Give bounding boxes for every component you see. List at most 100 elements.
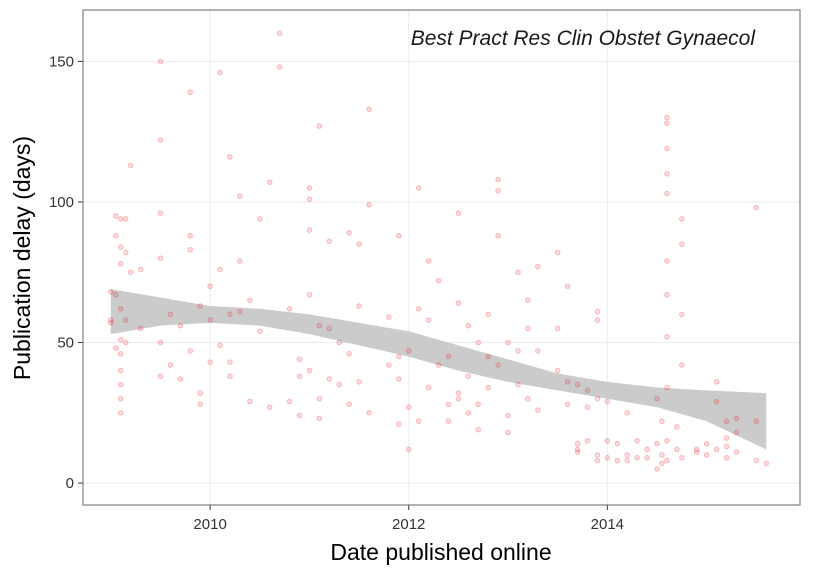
point — [634, 438, 640, 444]
point — [713, 446, 720, 453]
point — [614, 457, 621, 464]
point — [157, 255, 164, 262]
point — [535, 263, 541, 270]
point — [664, 171, 670, 177]
point — [112, 232, 119, 239]
y-axis-title: Publication delay (days) — [9, 136, 35, 380]
point — [247, 297, 253, 304]
point — [425, 317, 432, 323]
point — [703, 452, 710, 458]
point — [505, 412, 511, 419]
point — [227, 373, 233, 380]
point — [405, 348, 412, 354]
point — [525, 395, 531, 402]
point — [594, 452, 601, 458]
point — [306, 196, 313, 202]
point — [137, 266, 144, 273]
point — [306, 367, 313, 374]
point — [594, 457, 601, 464]
point — [554, 325, 561, 332]
point — [753, 418, 760, 425]
point — [177, 376, 184, 382]
point — [445, 401, 452, 408]
point — [395, 353, 402, 360]
point — [177, 322, 184, 329]
point — [117, 336, 124, 343]
point — [137, 325, 144, 332]
point — [112, 291, 119, 298]
point — [455, 210, 462, 217]
point — [495, 176, 501, 183]
point — [117, 305, 124, 312]
point — [664, 190, 670, 197]
point — [316, 123, 323, 129]
point — [326, 376, 333, 382]
point — [564, 401, 571, 408]
point — [634, 454, 640, 461]
point — [604, 398, 611, 405]
point — [455, 390, 462, 396]
point — [117, 244, 124, 250]
point — [614, 440, 621, 447]
point — [346, 350, 352, 357]
point — [733, 449, 740, 455]
point — [207, 317, 213, 323]
point — [664, 384, 670, 391]
point — [584, 404, 591, 410]
point — [664, 145, 670, 152]
point — [266, 404, 273, 410]
point — [197, 390, 203, 396]
point — [723, 443, 730, 450]
point — [664, 114, 670, 121]
point — [227, 359, 233, 366]
point — [217, 342, 223, 349]
point — [346, 230, 352, 236]
point — [108, 317, 114, 323]
point — [157, 373, 164, 380]
point — [276, 30, 283, 37]
point — [167, 311, 174, 318]
point — [515, 269, 521, 276]
point — [659, 418, 665, 425]
x-axis-title: Date published online — [330, 539, 551, 565]
point — [465, 322, 472, 329]
point — [753, 204, 760, 211]
smooth-ribbon — [110, 289, 767, 450]
point — [584, 438, 591, 444]
point — [415, 418, 422, 425]
point — [644, 454, 650, 461]
point — [256, 328, 263, 335]
point — [624, 452, 631, 458]
point — [753, 457, 760, 464]
point — [157, 58, 164, 65]
y-tick-label: 50 — [57, 335, 74, 352]
point — [122, 216, 129, 222]
x-tick-label: 2012 — [392, 516, 425, 533]
point — [127, 269, 134, 276]
point — [664, 457, 670, 464]
point — [574, 440, 581, 447]
point — [316, 415, 323, 422]
point — [117, 367, 124, 374]
point — [237, 308, 243, 315]
point — [495, 232, 501, 239]
point — [604, 454, 611, 461]
point — [505, 429, 511, 436]
point — [703, 440, 710, 447]
point — [674, 446, 680, 453]
point — [306, 185, 313, 191]
point — [217, 69, 223, 76]
point — [187, 232, 194, 239]
point — [157, 339, 164, 346]
point — [723, 418, 730, 425]
point — [386, 314, 392, 321]
point — [485, 384, 491, 391]
point — [366, 106, 372, 113]
point — [157, 210, 164, 217]
point — [237, 193, 243, 200]
point — [594, 308, 601, 315]
point — [679, 362, 685, 368]
point — [525, 297, 531, 304]
point — [574, 446, 581, 453]
